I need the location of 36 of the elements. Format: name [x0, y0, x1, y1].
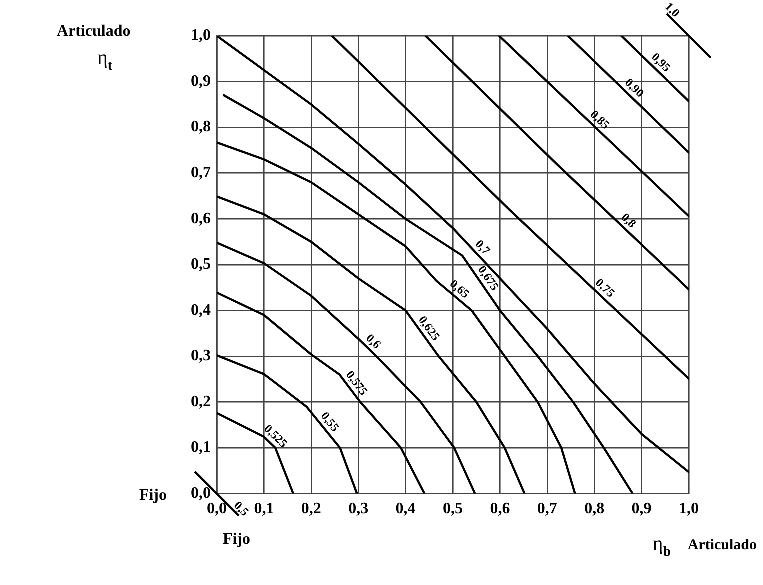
text: 0,8 [618, 210, 640, 231]
text: Fijo [139, 486, 167, 504]
text: Fijo [223, 530, 251, 548]
text: 0,7 [472, 237, 494, 258]
y-tick-label: 0,5 [191, 256, 211, 274]
y-tick-label: 0,8 [191, 118, 211, 136]
x-tick-label: 0,1 [254, 500, 274, 518]
x-tick-label: 0,2 [301, 500, 322, 518]
text: 0,90 [622, 76, 648, 100]
y-tick-label: 0,7 [191, 164, 211, 182]
y-tick-label: 0,2 [191, 393, 211, 410]
annotation: 1,0 [662, 0, 683, 20]
text: Articulado [57, 23, 131, 40]
text: 0,55 [318, 409, 342, 434]
x-tick-label: 1,0 [679, 500, 699, 518]
text: 0,65 [447, 276, 472, 302]
text: 0,85 [588, 107, 613, 132]
x-tick-label: 0,5 [443, 500, 463, 518]
x-tick-label: 0,6 [490, 500, 510, 518]
y-tick-label: 0,9 [191, 72, 211, 90]
y-tick-label: 1,0 [191, 27, 211, 44]
text: 0,6 [364, 331, 384, 352]
text: 0,75 [592, 276, 618, 300]
x-tick-label: 0,8 [584, 500, 605, 518]
x-tick-label: 0,4 [396, 500, 416, 518]
y-tick-label: 0,0 [191, 484, 211, 502]
y-tick-label: 0,1 [191, 439, 211, 456]
y-tick-label: 0,6 [191, 210, 211, 228]
text: Articulado [688, 538, 757, 554]
x-tick-label: 0,0 [207, 500, 227, 518]
x-tick-label: 0,7 [537, 500, 558, 518]
y-tick-label: 0,4 [191, 302, 211, 319]
text: 0,95 [649, 50, 674, 75]
x-tick-label: 0,3 [348, 500, 369, 518]
x-tick-label: 0,9 [632, 500, 652, 518]
y-tick-label: 0,3 [191, 348, 211, 365]
